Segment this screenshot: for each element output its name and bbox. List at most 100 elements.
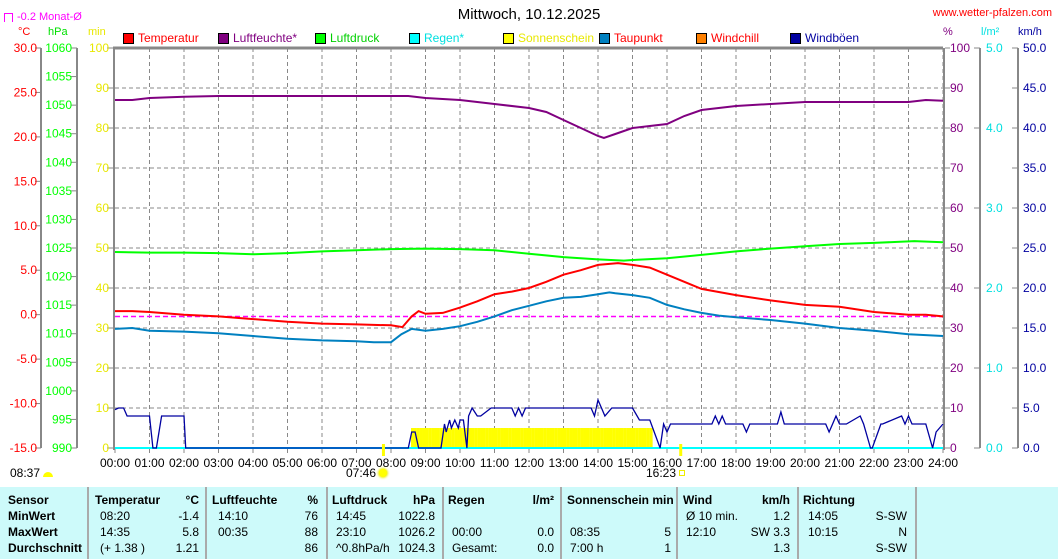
sunshine-bar <box>439 428 443 448</box>
temp-value: -1.4 <box>178 509 199 523</box>
min-tick-label: 30 <box>96 321 110 335</box>
dir-time: 10:15 <box>808 525 839 539</box>
sunshine-bar <box>436 428 440 448</box>
sunset-icon <box>679 470 686 476</box>
min-tick-label: 80 <box>96 121 110 135</box>
sunshine-bar <box>505 428 509 448</box>
sunshine-bar <box>491 428 495 448</box>
sunshine-bar <box>451 428 455 448</box>
rain-value: 0.0 <box>537 525 554 539</box>
rain-time: Gesamt: <box>452 541 498 555</box>
rain-tick-label: 2.0 <box>986 281 1003 295</box>
legend-swatch <box>123 32 134 44</box>
percent-tick-label: 20 <box>950 361 964 375</box>
sunshine-bar <box>597 428 601 448</box>
sunshine-bar <box>454 428 458 448</box>
hum-value: 76 <box>304 509 318 523</box>
header-temp-unit: °C <box>185 493 199 507</box>
sunshine-bar <box>457 428 461 448</box>
sunshine-bar <box>431 428 435 448</box>
column-divider <box>87 487 89 559</box>
min-tick-label: 60 <box>96 201 110 215</box>
legend-item: Sonnenschein <box>503 31 594 45</box>
sun-icon <box>379 469 388 477</box>
x-tick-label: 03:00 <box>203 456 233 470</box>
sunshine-bar <box>566 428 570 448</box>
dir-value: N <box>898 525 907 539</box>
kmh-tick-label: 50.0 <box>1023 41 1047 55</box>
sun-marker <box>679 444 683 456</box>
row-label: Durchschnitt <box>8 541 83 555</box>
sunshine-bar <box>632 428 636 448</box>
sunshine-bar <box>635 428 639 448</box>
x-tick-label: 13:00 <box>548 456 578 470</box>
x-tick-label: 05:00 <box>272 456 302 470</box>
hpa-tick-label: 1045 <box>45 127 72 141</box>
sunshine-bar <box>482 428 486 448</box>
sunshine-bar <box>638 428 642 448</box>
header-rain-unit: l/m² <box>532 493 554 507</box>
hpa-tick-label: 1000 <box>45 384 72 398</box>
sunshine-bar <box>416 428 420 448</box>
legend-item: Regen* <box>409 31 464 45</box>
hpa-tick-label: 1055 <box>45 70 72 84</box>
hum-value: 88 <box>304 525 318 539</box>
x-tick-label: 12:00 <box>514 456 544 470</box>
header-sensor: Sensor <box>8 493 49 507</box>
sunshine-bar <box>523 428 527 448</box>
min-tick-label: 90 <box>96 81 110 95</box>
hpa-tick-label: 1025 <box>45 241 72 255</box>
rain-tick-label: 4.0 <box>986 121 1003 135</box>
sunset: 16:23 <box>646 466 686 480</box>
x-tick-label: 04:00 <box>238 456 268 470</box>
legend-item: Temperatur <box>123 31 199 45</box>
temp-time: (+ 1.38 ) <box>100 541 146 555</box>
series-taupunkt <box>114 291 944 344</box>
x-tick-label: 14:00 <box>583 456 613 470</box>
column-divider <box>915 487 917 559</box>
sunshine-bar <box>485 428 489 448</box>
legend-swatch <box>696 32 707 44</box>
legend-item: Windböen <box>790 31 859 45</box>
sunshine-bar <box>546 428 550 448</box>
sunshine-bar <box>425 428 429 448</box>
x-tick-label: 02:00 <box>169 456 199 470</box>
sunshine-bar <box>422 428 426 448</box>
sunshine-bar <box>629 428 633 448</box>
press-time: ^0.8hPa/h <box>336 541 390 555</box>
kmh-unit: km/h <box>1018 26 1042 38</box>
kmh-tick-label: 15.0 <box>1023 321 1047 335</box>
legend-label: Taupunkt <box>614 31 663 45</box>
sunshine-bar <box>514 428 518 448</box>
min-tick-label: 100 <box>89 41 109 55</box>
sunshine-bar <box>459 428 463 448</box>
column-divider <box>676 487 678 559</box>
sunshine-bar <box>497 428 501 448</box>
celsius-tick-label: 25.0 <box>14 85 38 99</box>
kmh-tick-label: 5.0 <box>1023 401 1040 415</box>
website-link[interactable]: www.wetter-pfalzen.com <box>932 7 1052 19</box>
min-tick-label: 50 <box>96 241 110 255</box>
min-unit: min <box>88 26 106 38</box>
header-press-unit: hPa <box>412 493 435 507</box>
header-direction: Richtung <box>803 493 855 507</box>
kmh-tick-label: 45.0 <box>1023 81 1047 95</box>
celsius-tick-label: 5.0 <box>20 263 37 277</box>
legend-swatch <box>218 32 229 44</box>
sunshine-bar <box>595 428 599 448</box>
legend-label: Sonnenschein <box>518 31 595 45</box>
legend-swatch <box>503 32 514 44</box>
press-time: 14:45 <box>336 509 367 523</box>
sunshine-bar <box>471 428 475 448</box>
wind-value: 1.3 <box>773 541 790 555</box>
celsius-tick-label: -10.0 <box>10 397 38 411</box>
sunshine-bar <box>641 428 645 448</box>
sunshine-bar <box>543 428 547 448</box>
kmh-tick-label: 20.0 <box>1023 281 1047 295</box>
temp-value: 5.8 <box>182 525 199 539</box>
series-luftdruck <box>114 240 944 262</box>
sunshine-bar <box>560 428 564 448</box>
sunshine-bar <box>643 428 647 448</box>
sunshine-bar <box>563 428 567 448</box>
sunshine-bar <box>537 428 541 448</box>
